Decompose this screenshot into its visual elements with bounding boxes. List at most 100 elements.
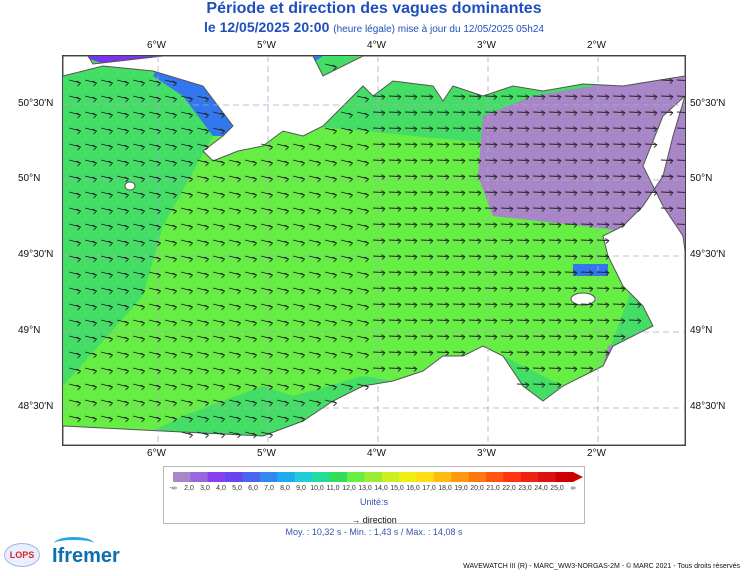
direction-arrow bbox=[212, 271, 225, 279]
direction-arrow bbox=[484, 238, 498, 244]
direction-arrow bbox=[356, 223, 369, 231]
direction-arrow bbox=[212, 191, 225, 199]
direction-legend: → direction bbox=[351, 515, 397, 525]
direction-arrow bbox=[452, 190, 466, 196]
direction-arrow bbox=[420, 238, 434, 244]
direction-arrow bbox=[244, 319, 257, 327]
direction-arrow bbox=[276, 175, 289, 183]
y-tick-label-left: 49°30'N bbox=[18, 249, 54, 260]
direction-arrow bbox=[260, 415, 273, 423]
direction-arrow bbox=[116, 255, 129, 263]
direction-arrow bbox=[84, 143, 97, 151]
direction-arrow bbox=[324, 367, 337, 375]
direction-arrow bbox=[436, 334, 450, 340]
colorbar-tick-label: 17,0 bbox=[422, 485, 436, 492]
direction-arrow bbox=[196, 127, 209, 135]
direction-arrow bbox=[132, 95, 145, 103]
direction-arrow bbox=[612, 318, 626, 324]
direction-arrow bbox=[260, 191, 273, 199]
direction-arrow bbox=[548, 238, 562, 244]
direction-arrow bbox=[180, 431, 193, 439]
direction-arrow bbox=[84, 159, 97, 167]
direction-arrow bbox=[68, 303, 81, 311]
direction-arrow bbox=[324, 399, 337, 407]
direction-arrow bbox=[404, 110, 418, 116]
x-tick-label-bottom: 5°W bbox=[257, 448, 276, 459]
direction-arrow bbox=[452, 158, 466, 164]
direction-arrow bbox=[532, 366, 546, 372]
direction-arrow bbox=[436, 350, 450, 356]
direction-arrow bbox=[180, 287, 193, 295]
direction-arrow bbox=[164, 415, 177, 423]
direction-arrow bbox=[148, 255, 161, 263]
direction-arrow bbox=[180, 223, 193, 231]
direction-arrow bbox=[676, 222, 685, 225]
direction-arrow bbox=[436, 302, 450, 308]
direction-arrow bbox=[292, 143, 305, 151]
direction-arrow bbox=[436, 190, 450, 196]
direction-arrow bbox=[260, 271, 273, 279]
direction-arrow bbox=[84, 319, 97, 327]
direction-arrow bbox=[388, 334, 402, 340]
direction-arrow bbox=[564, 110, 578, 116]
direction-arrow bbox=[404, 254, 418, 260]
direction-arrow bbox=[580, 158, 594, 164]
colorbar-segment bbox=[416, 472, 435, 482]
direction-arrow bbox=[612, 174, 626, 180]
direction-arrow bbox=[500, 110, 514, 116]
y-tick-label-left: 48°30'N bbox=[18, 401, 54, 412]
direction-arrow bbox=[372, 302, 386, 308]
direction-arrow bbox=[340, 319, 353, 327]
direction-arrow bbox=[244, 175, 257, 183]
direction-arrow bbox=[308, 255, 321, 263]
direction-arrow bbox=[132, 383, 145, 391]
direction-arrow bbox=[420, 286, 434, 292]
direction-arrow bbox=[484, 222, 498, 228]
direction-arrow bbox=[84, 239, 97, 247]
direction-arrow bbox=[164, 335, 177, 343]
direction-arrow bbox=[292, 399, 305, 407]
direction-arrow bbox=[212, 223, 225, 231]
direction-arrow bbox=[356, 127, 369, 135]
direction-arrow bbox=[676, 158, 685, 161]
direction-arrow bbox=[372, 190, 386, 196]
direction-arrow bbox=[404, 350, 418, 356]
direction-arrow bbox=[68, 239, 81, 247]
direction-arrow bbox=[340, 383, 353, 391]
colorbar bbox=[173, 472, 583, 482]
direction-arrow bbox=[132, 127, 145, 135]
map-canvas bbox=[63, 56, 685, 445]
direction-arrow bbox=[548, 286, 562, 292]
colorbar-tick-label: 10,0 bbox=[310, 485, 324, 492]
direction-arrow bbox=[68, 223, 81, 231]
direction-arrow bbox=[84, 351, 97, 359]
direction-arrow bbox=[324, 335, 337, 343]
direction-arrow bbox=[612, 190, 626, 196]
direction-arrow bbox=[276, 383, 289, 391]
direction-arrow bbox=[180, 319, 193, 327]
direction-arrow bbox=[404, 222, 418, 228]
direction-arrow bbox=[356, 191, 369, 199]
direction-arrow bbox=[388, 302, 402, 308]
direction-arrow bbox=[84, 383, 97, 391]
direction-arrow bbox=[276, 223, 289, 231]
direction-arrow bbox=[292, 351, 305, 359]
direction-arrow bbox=[356, 367, 369, 375]
direction-arrow bbox=[596, 126, 610, 132]
direction-arrow bbox=[548, 350, 562, 356]
direction-arrow bbox=[148, 159, 161, 167]
direction-arrow bbox=[516, 158, 530, 164]
direction-arrow bbox=[292, 223, 305, 231]
colorbar-tick-label: 4,0 bbox=[216, 485, 226, 492]
direction-arrow bbox=[436, 318, 450, 324]
direction-arrow bbox=[500, 350, 514, 356]
direction-arrow bbox=[68, 399, 81, 407]
direction-arrow bbox=[100, 239, 113, 247]
direction-arrow bbox=[84, 335, 97, 343]
y-tick-label-left: 50°N bbox=[18, 173, 41, 184]
direction-arrow bbox=[420, 174, 434, 180]
direction-arrow bbox=[532, 302, 546, 308]
direction-arrow bbox=[484, 302, 498, 308]
direction-arrow bbox=[596, 158, 610, 164]
direction-arrow bbox=[276, 351, 289, 359]
